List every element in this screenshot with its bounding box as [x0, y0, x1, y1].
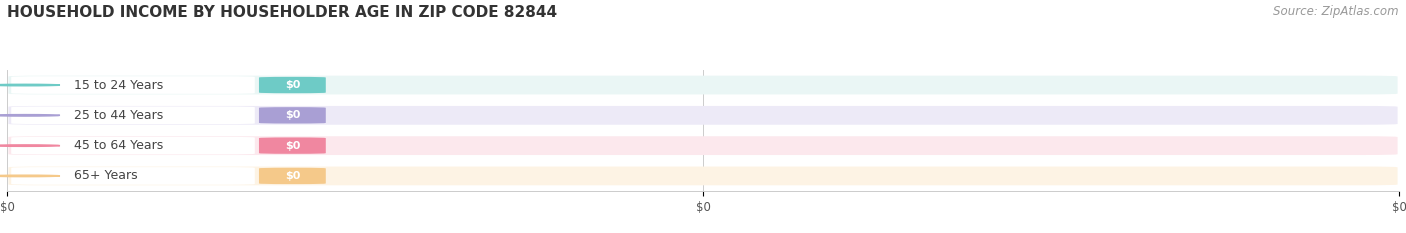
Circle shape	[0, 115, 60, 116]
FancyBboxPatch shape	[8, 167, 1398, 185]
Text: 45 to 64 Years: 45 to 64 Years	[75, 139, 163, 152]
Text: 65+ Years: 65+ Years	[75, 169, 138, 182]
FancyBboxPatch shape	[11, 137, 254, 154]
Text: $0: $0	[284, 171, 299, 181]
FancyBboxPatch shape	[259, 137, 326, 154]
Text: $0: $0	[284, 80, 299, 90]
FancyBboxPatch shape	[8, 136, 1398, 155]
Text: Source: ZipAtlas.com: Source: ZipAtlas.com	[1274, 5, 1399, 18]
FancyBboxPatch shape	[11, 167, 254, 185]
FancyBboxPatch shape	[11, 76, 254, 94]
Circle shape	[0, 175, 60, 177]
FancyBboxPatch shape	[8, 106, 1398, 125]
Text: $0: $0	[284, 141, 299, 151]
Text: $0: $0	[284, 110, 299, 120]
FancyBboxPatch shape	[259, 77, 326, 93]
FancyBboxPatch shape	[11, 106, 254, 124]
Text: 15 to 24 Years: 15 to 24 Years	[75, 79, 163, 92]
FancyBboxPatch shape	[259, 107, 326, 123]
Text: 25 to 44 Years: 25 to 44 Years	[75, 109, 163, 122]
Circle shape	[0, 145, 60, 146]
Circle shape	[0, 84, 60, 86]
FancyBboxPatch shape	[259, 168, 326, 184]
Text: HOUSEHOLD INCOME BY HOUSEHOLDER AGE IN ZIP CODE 82844: HOUSEHOLD INCOME BY HOUSEHOLDER AGE IN Z…	[7, 5, 557, 20]
FancyBboxPatch shape	[8, 76, 1398, 94]
